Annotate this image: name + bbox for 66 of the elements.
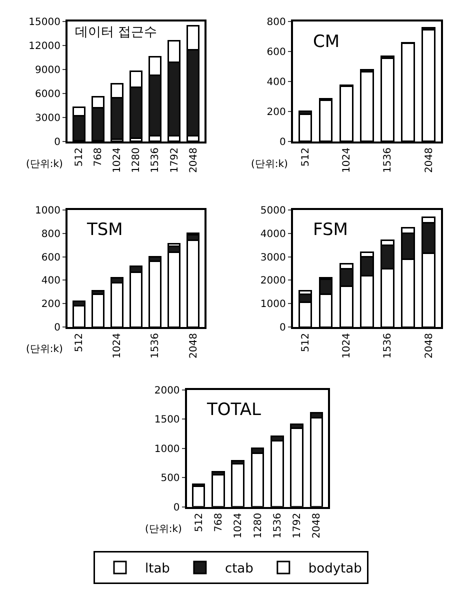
chart-title: 데이터 접근수	[75, 25, 158, 40]
y-tick-label: 0	[54, 322, 60, 334]
y-tick-label: 200	[266, 106, 286, 118]
y-tick-label: 0	[280, 136, 286, 148]
y-tick-label: 12000	[28, 41, 60, 52]
y-tick-label: 0	[54, 136, 60, 148]
text: TSM	[86, 220, 123, 240]
x-tick-label: 512	[300, 147, 312, 167]
y-tick-label: 2000	[154, 385, 180, 396]
x-tick-label: 512	[300, 333, 312, 352]
y-tick-label: 400	[41, 276, 60, 287]
y-tick-label: 4000	[260, 228, 286, 240]
x-tick-label: 1024	[233, 512, 244, 538]
y-tick-label: 2000	[260, 276, 286, 287]
x-tick-label: 1792	[292, 512, 304, 538]
y-tick-label: 500	[160, 473, 180, 484]
y-tick-label: 1500	[154, 414, 180, 426]
x-tick-label: 1024	[342, 333, 353, 359]
y-tick-label: 200	[41, 299, 60, 310]
y-tick-label: 1000	[154, 444, 180, 455]
x-tick-label: 1280	[131, 147, 142, 173]
legend-label: ctab	[224, 562, 254, 577]
y-tick-label: 800	[266, 17, 286, 28]
y-tick-label: 1000	[260, 299, 286, 310]
x-tick-label: 2048	[188, 147, 200, 173]
x-tick-label: 1536	[150, 147, 162, 173]
x-tick-label: 1024	[112, 333, 124, 359]
x-tick-label: 1792	[169, 147, 180, 173]
x-tick-label: 512	[74, 333, 86, 352]
x-axis-title: (단위:k)	[26, 344, 64, 355]
legend-label: bodytab	[308, 562, 362, 577]
x-tick-label: 1536	[150, 333, 162, 359]
text: CM	[313, 32, 340, 52]
x-tick-label: 1536	[272, 512, 284, 538]
y-tick-label: 9000	[35, 65, 60, 76]
y-tick-label: 0	[173, 502, 180, 514]
x-axis-title: (단위:k)	[26, 159, 64, 170]
x-tick-label: 2048	[188, 333, 200, 359]
y-tick-label: 3000	[35, 112, 60, 124]
y-tick-label: 6000	[35, 89, 60, 100]
x-tick-label: 1024	[342, 147, 353, 173]
x-tick-label: 1024	[112, 147, 124, 173]
y-tick-label: 5000	[260, 205, 286, 216]
x-tick-label: 768	[213, 512, 224, 532]
y-tick-label: 0	[280, 322, 286, 334]
x-tick-label: 2048	[424, 333, 435, 359]
y-tick-label: 1000	[35, 205, 60, 216]
x-tick-label: 2048	[312, 512, 323, 538]
legend-label: ltab	[145, 562, 170, 577]
y-tick-label: 600	[266, 47, 286, 58]
y-tick-label: 800	[41, 228, 60, 240]
x-tick-label: 1536	[382, 147, 394, 173]
x-tick-label: 2048	[424, 147, 435, 173]
x-axis-title: (단위:k)	[251, 159, 288, 170]
x-tick-label: 1536	[382, 333, 394, 359]
x-tick-label: 512	[194, 512, 205, 532]
x-tick-label: 1280	[252, 512, 264, 538]
y-tick-label: 3000	[260, 252, 286, 264]
y-tick-label: 600	[41, 252, 60, 264]
y-tick-label: 15000	[28, 17, 60, 28]
x-axis-title: (단위:k)	[145, 524, 182, 535]
x-tick-label: 768	[93, 147, 104, 167]
x-tick-label: 512	[74, 147, 86, 167]
y-tick-label: 400	[266, 77, 286, 88]
text: FSM	[313, 220, 348, 240]
text: TOTAL	[206, 400, 262, 420]
